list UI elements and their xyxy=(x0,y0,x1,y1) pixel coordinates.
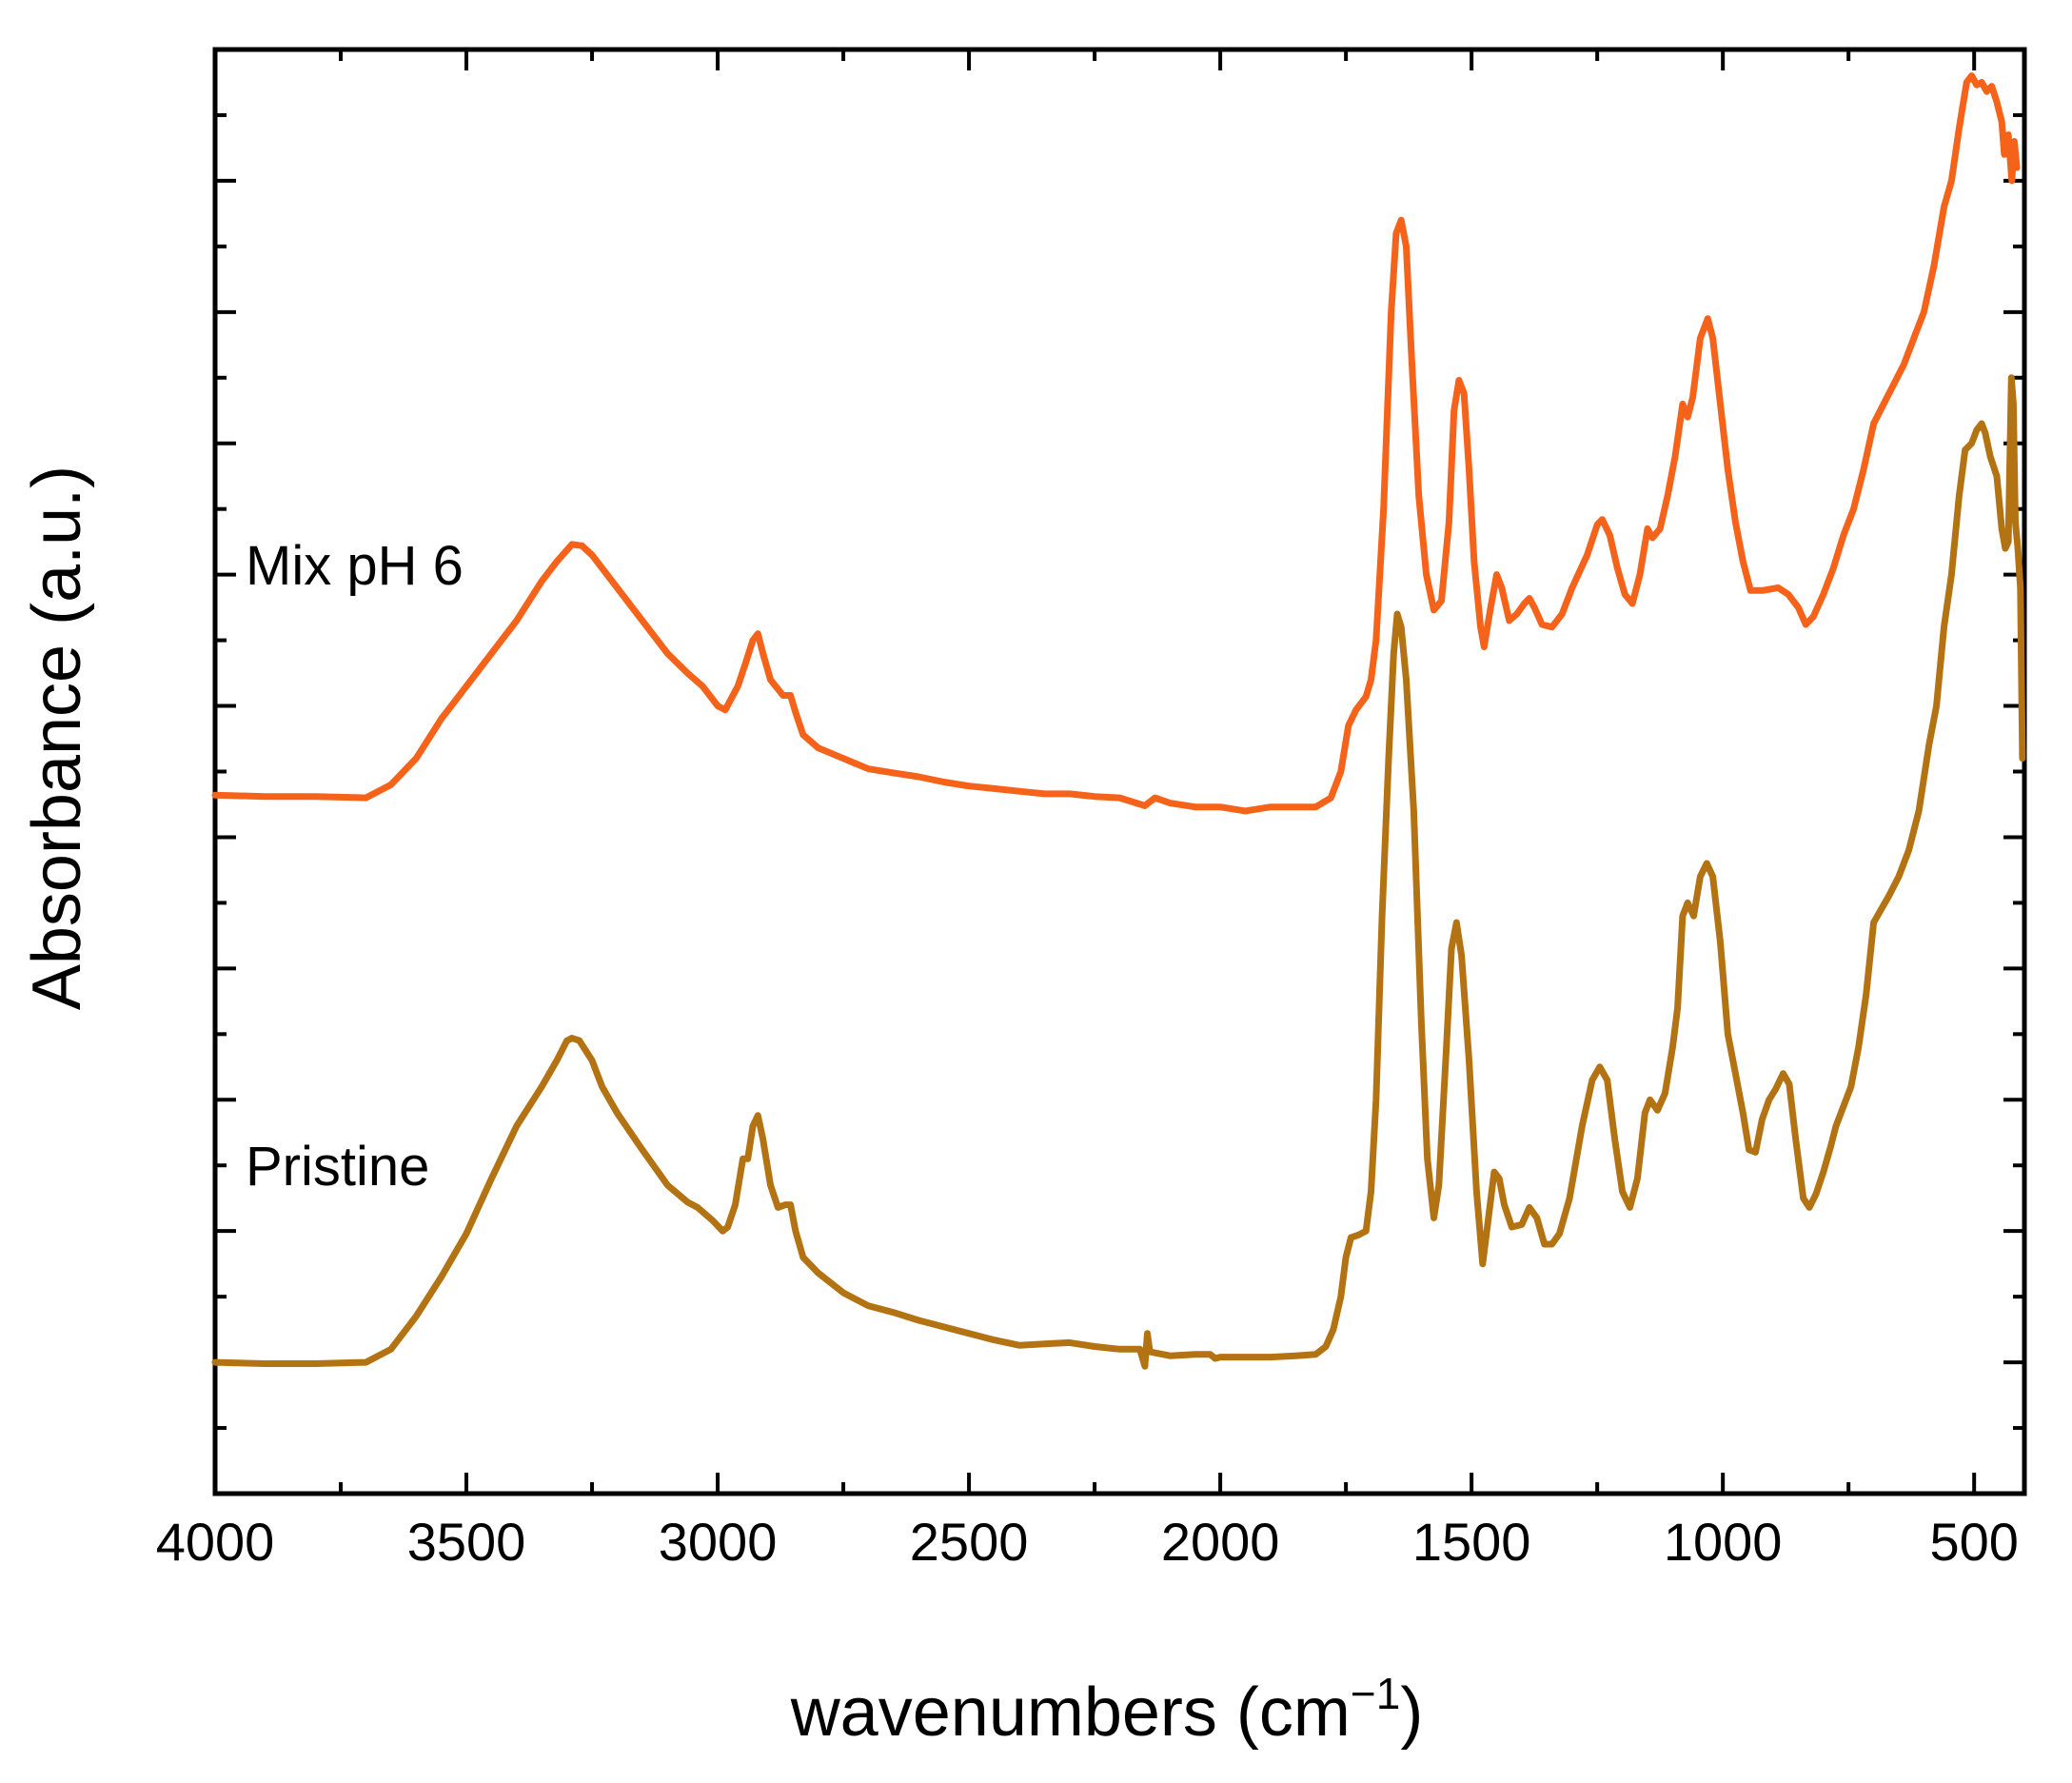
series-line-mix-ph-6 xyxy=(211,72,2021,815)
axis-ticks xyxy=(213,48,2024,1496)
plot-frame xyxy=(212,47,2027,1496)
x-tick-label-3500: 3500 xyxy=(407,1512,526,1572)
x-axis-title: wavenumbers (cm−1) xyxy=(790,1669,1424,1751)
x-tick-label-500: 500 xyxy=(1929,1512,2018,1572)
x-tick-label-1000: 1000 xyxy=(1664,1512,1783,1572)
series-lines xyxy=(211,72,2026,1370)
series-line-pristine xyxy=(211,374,2026,1370)
series-label-pristine: Pristine xyxy=(246,1136,429,1198)
x-tick-label-4000: 4000 xyxy=(156,1512,275,1572)
x-axis-title-main: wavenumbers (cm xyxy=(790,1674,1351,1751)
x-axis-title-superscript: −1 xyxy=(1351,1669,1400,1718)
x-axis-title-suffix: ) xyxy=(1400,1674,1423,1751)
y-axis-title: Absorbance (a.u.) xyxy=(19,466,95,1010)
x-tick-label-2500: 2500 xyxy=(910,1512,1029,1572)
series-label-mix-ph6: Mix pH 6 xyxy=(246,535,464,597)
x-tick-labels: 4000 3500 3000 2500 2000 1500 1000 500 xyxy=(156,1512,2019,1572)
x-tick-label-1500: 1500 xyxy=(1412,1512,1531,1572)
x-tick-label-2000: 2000 xyxy=(1161,1512,1280,1572)
x-tick-label-3000: 3000 xyxy=(659,1512,778,1572)
